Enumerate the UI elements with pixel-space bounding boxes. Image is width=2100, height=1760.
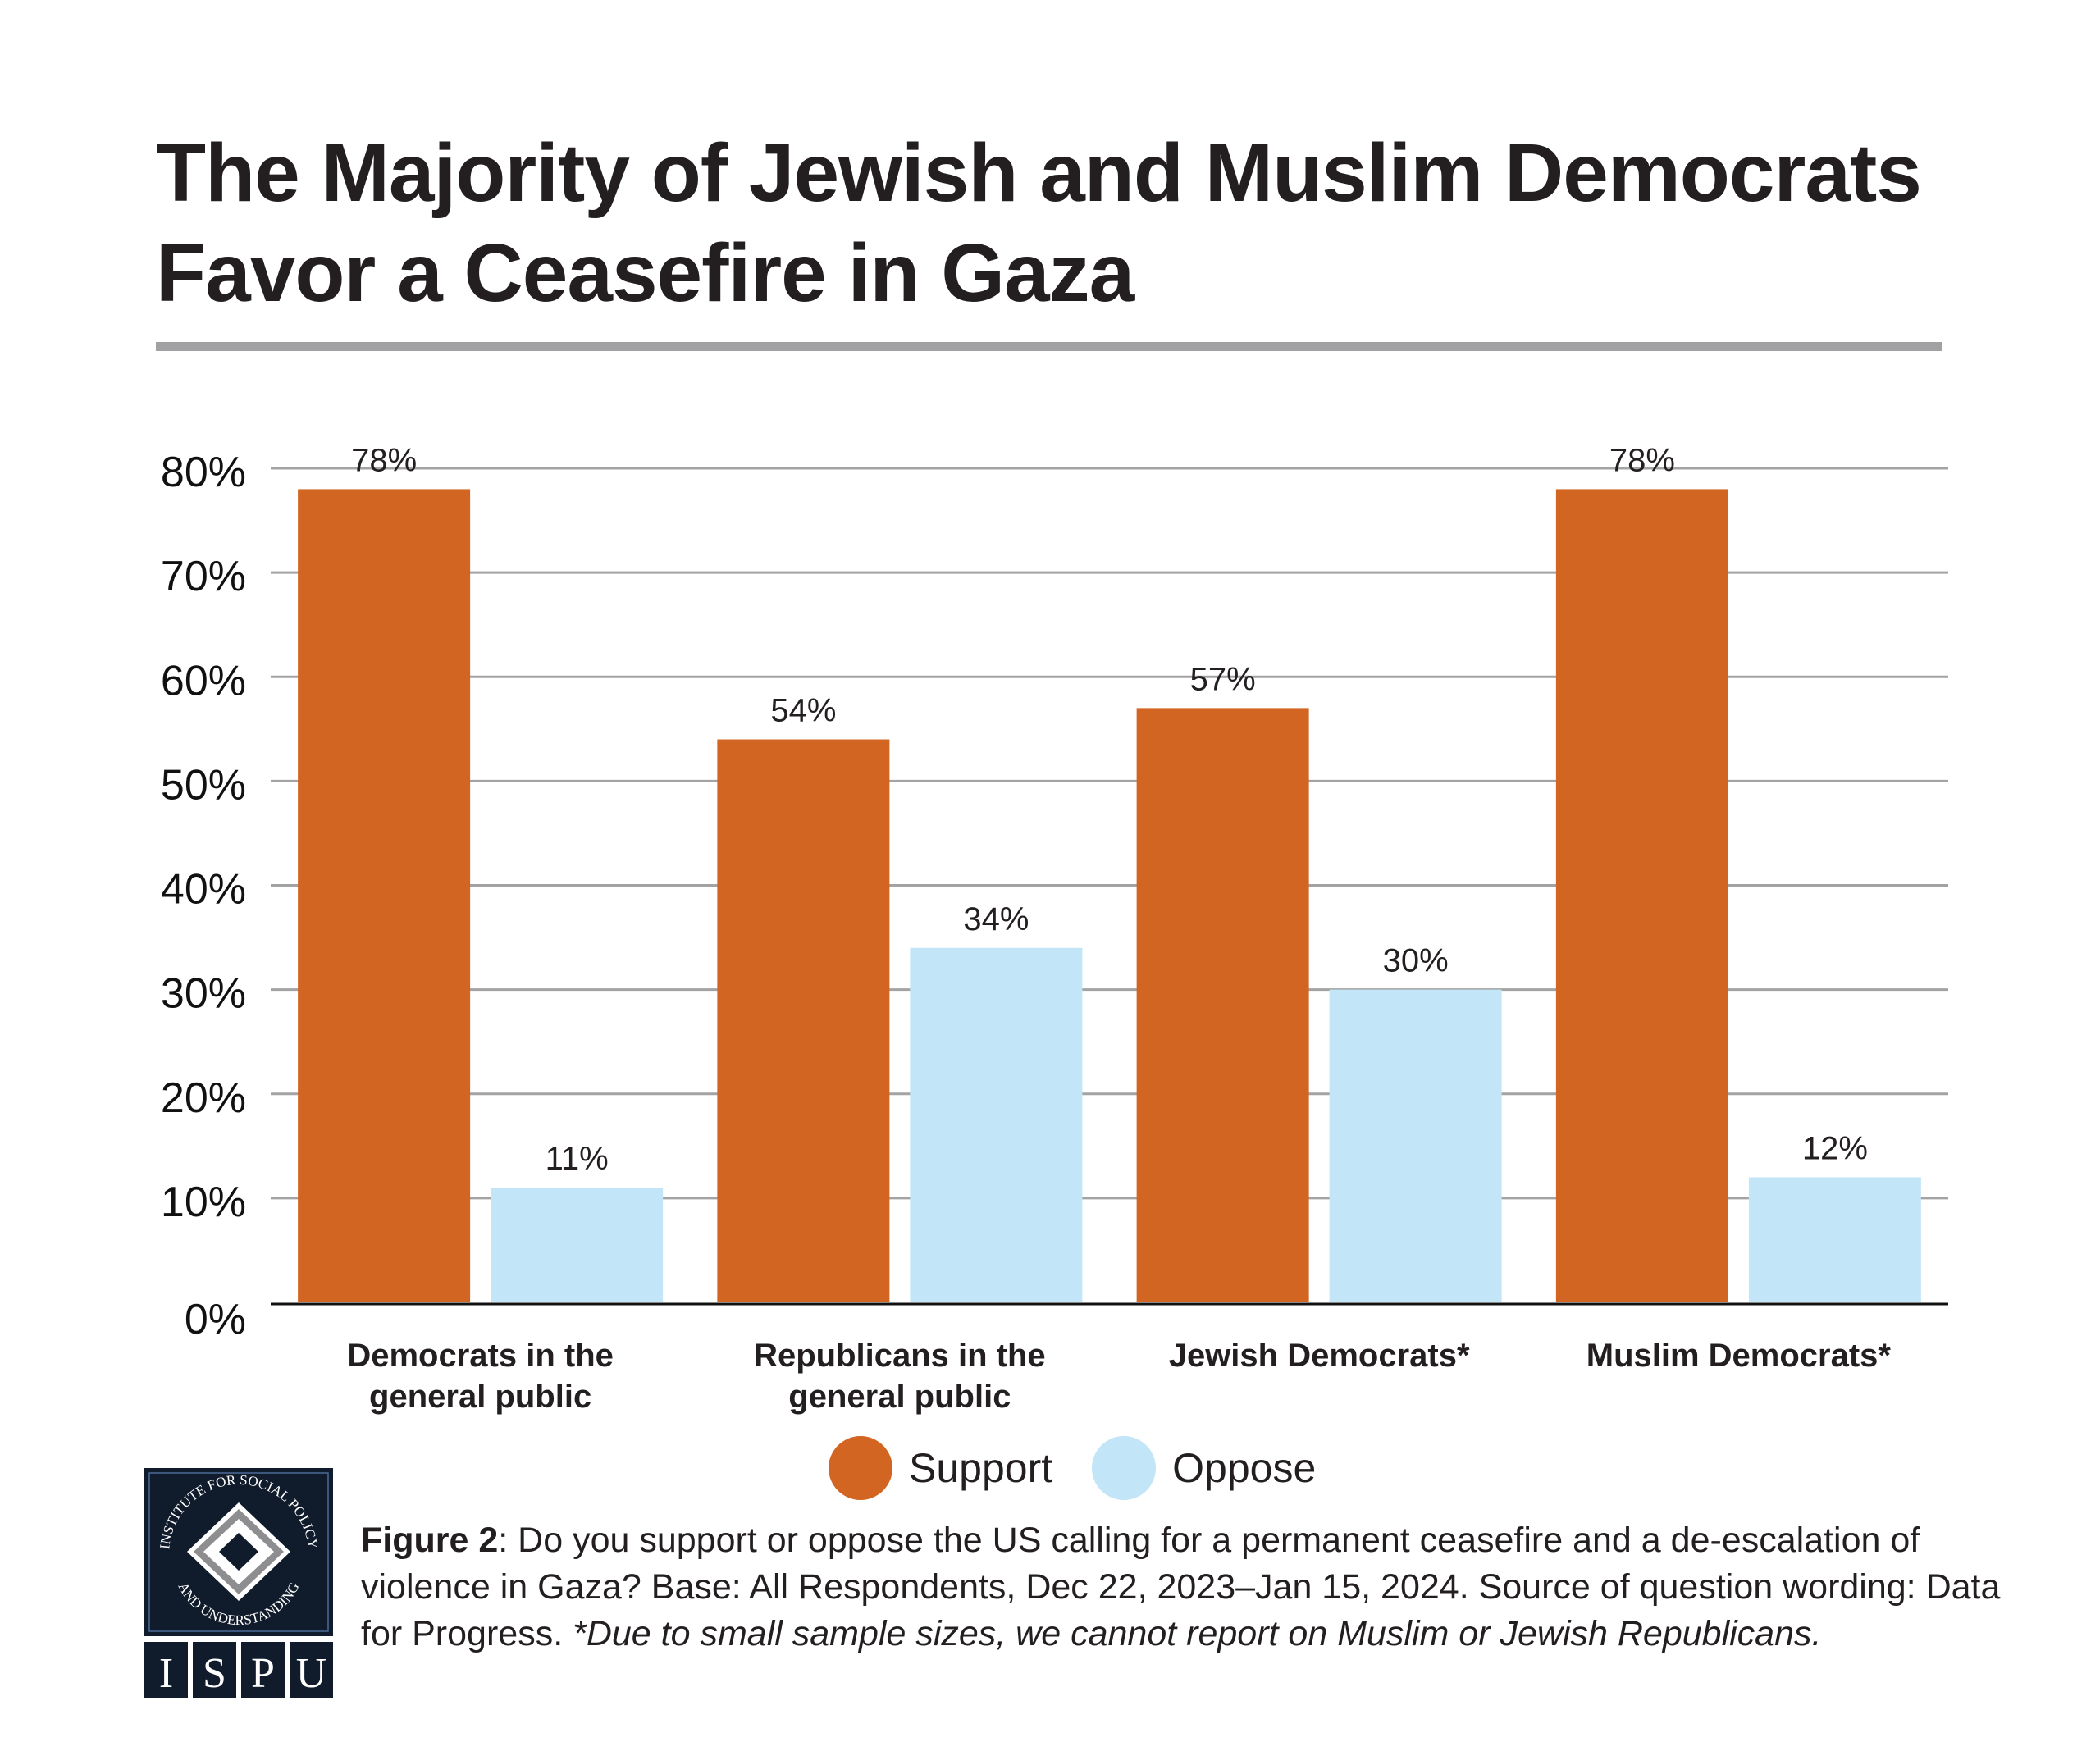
category-label: Republicans in the bbox=[754, 1338, 1046, 1374]
data-label: 78% bbox=[1609, 442, 1675, 478]
logo-letters: I S P U bbox=[144, 1642, 333, 1698]
data-label: 11% bbox=[546, 1141, 609, 1177]
logo-letter-u: U bbox=[296, 1650, 327, 1697]
bar-support bbox=[1555, 489, 1728, 1302]
caption-text: : Do you support or oppose the US callin… bbox=[361, 1521, 2001, 1653]
data-label: 57% bbox=[1190, 661, 1256, 697]
y-tick-label: 40% bbox=[161, 866, 246, 914]
category-label: Jewish Democrats* bbox=[1169, 1338, 1470, 1374]
logo-letter-s: S bbox=[203, 1650, 226, 1697]
data-label: 78% bbox=[351, 442, 417, 478]
chart-title-line-2: Favor a Ceasefire in Gaza bbox=[156, 227, 1134, 319]
legend-item-oppose: Oppose bbox=[1092, 1436, 1316, 1500]
chart-title: The Majority of Jewish and Muslim Democr… bbox=[156, 123, 2043, 323]
bar-oppose bbox=[491, 1188, 664, 1302]
y-tick-label: 60% bbox=[161, 657, 246, 704]
logo-diamond-center bbox=[219, 1533, 258, 1571]
y-tick-label: 0% bbox=[185, 1296, 246, 1343]
data-label: 30% bbox=[1383, 943, 1449, 979]
bar-oppose bbox=[1329, 989, 1502, 1302]
caption-note: *Due to small sample sizes, we cannot re… bbox=[573, 1614, 1822, 1653]
category-label: Muslim Democrats* bbox=[1586, 1338, 1892, 1374]
category-label: general public bbox=[788, 1379, 1011, 1415]
legend-label-oppose: Oppose bbox=[1172, 1445, 1317, 1491]
legend-swatch-oppose bbox=[1092, 1436, 1157, 1500]
legend: Support Oppose bbox=[829, 1431, 1355, 1505]
y-tick-label: 50% bbox=[161, 761, 246, 809]
data-label: 12% bbox=[1802, 1130, 1868, 1166]
logo-inner-border bbox=[148, 1472, 329, 1632]
legend-item-support: Support bbox=[829, 1436, 1052, 1500]
bar-chart: 0% 10% 20% 30% 40% 50% 60% 70% 80% 78% 11% Democrat… bbox=[161, 442, 1948, 1415]
logo-letter-p: P bbox=[251, 1650, 275, 1697]
y-tick-label: 70% bbox=[161, 553, 246, 600]
ispu-logo: INSTITUTE FOR SOCIAL POLICY AND UNDERSTA… bbox=[144, 1468, 333, 1698]
figure-caption: Figure 2: Do you support or oppose the U… bbox=[361, 1517, 2010, 1657]
data-label: 54% bbox=[770, 693, 836, 729]
caption-figure-label: Figure 2 bbox=[361, 1521, 499, 1560]
legend-swatch-support bbox=[829, 1436, 892, 1500]
category-label: general public bbox=[369, 1379, 591, 1415]
title-divider bbox=[156, 342, 1942, 351]
y-tick-label: 20% bbox=[161, 1074, 246, 1122]
bar-support bbox=[717, 739, 890, 1302]
legend-label-support: Support bbox=[909, 1445, 1053, 1491]
bar-oppose bbox=[1748, 1177, 1921, 1302]
bar-support bbox=[298, 489, 471, 1302]
bar-oppose bbox=[910, 947, 1083, 1302]
chart-title-line-1: The Majority of Jewish and Muslim Democr… bbox=[156, 127, 1922, 219]
category-label: Democrats in the bbox=[347, 1338, 614, 1374]
y-tick-label: 80% bbox=[161, 449, 246, 496]
data-label: 34% bbox=[963, 901, 1029, 937]
logo-letter-i: I bbox=[159, 1650, 173, 1697]
bar-support bbox=[1136, 708, 1309, 1302]
y-tick-label: 30% bbox=[161, 970, 246, 1018]
y-tick-label: 10% bbox=[161, 1179, 246, 1226]
